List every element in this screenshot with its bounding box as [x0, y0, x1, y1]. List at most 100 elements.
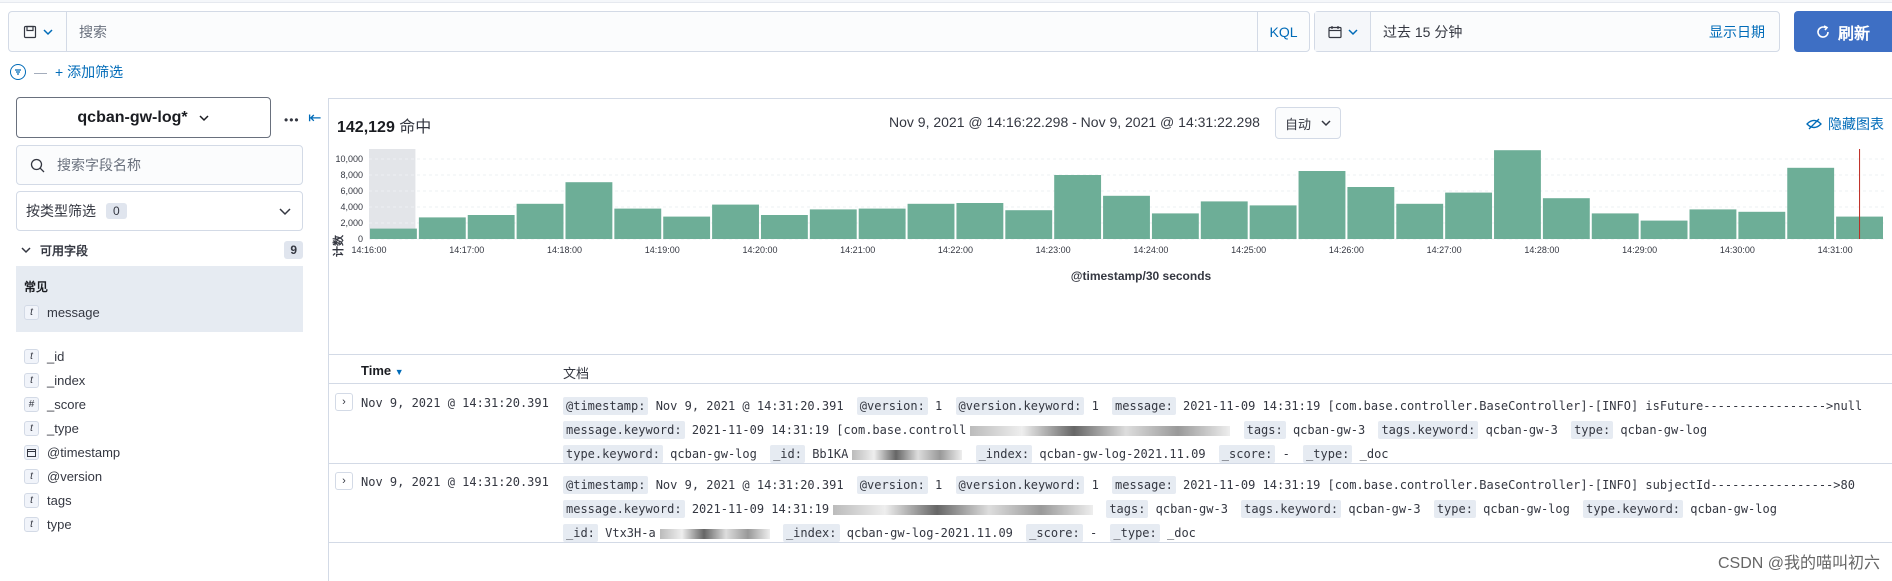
histogram-bar[interactable] [1738, 211, 1786, 239]
x-tick-label: 14:24:00 [1133, 245, 1168, 255]
refresh-button[interactable]: 刷新 [1794, 11, 1892, 52]
histogram-bar[interactable] [1445, 192, 1493, 239]
histogram-bar[interactable] [1396, 203, 1444, 239]
histogram-bar[interactable] [370, 228, 417, 239]
show-dates-link[interactable]: 显示日期 [1709, 23, 1765, 40]
eye-closed-icon [1806, 118, 1822, 130]
histogram-bar[interactable] [1151, 213, 1199, 239]
histogram-bar[interactable] [1298, 171, 1346, 239]
histogram-bar[interactable] [1054, 175, 1102, 239]
watermark: CSDN @我的喵叫初六 [1717, 555, 1880, 572]
histogram-bar[interactable] [1689, 209, 1737, 239]
histogram-bar[interactable] [418, 217, 466, 239]
field-search-input[interactable] [57, 157, 302, 173]
string-type-icon: t [24, 516, 39, 532]
collapse-sidebar-icon[interactable]: ⇤ [308, 110, 322, 127]
search-input[interactable] [67, 12, 1257, 51]
histogram-bar[interactable] [467, 215, 515, 239]
x-tick-label: 14:25:00 [1231, 245, 1266, 255]
doc-field-key: tags.keyword: [1241, 500, 1342, 518]
field-item-version[interactable]: t @version [24, 466, 102, 486]
doc-field-value: qcban-gw-log-2021.11.09 [839, 526, 1013, 540]
time-column-header[interactable]: Time ▼ [361, 363, 404, 378]
histogram-bar[interactable] [1200, 201, 1248, 239]
x-tick-label: 14:26:00 [1329, 245, 1364, 255]
quick-select-button[interactable] [1315, 12, 1371, 51]
hits-label: 命中 [399, 119, 432, 136]
doc-field: type: qcban-gw-log [1571, 421, 1707, 439]
index-pattern-selector[interactable]: qcban-gw-log* [16, 97, 271, 138]
doc-field: @version: 1 [856, 397, 942, 415]
filter-separator: — [34, 64, 47, 80]
row-document: @timestamp: Nov 9, 2021 @ 14:31:20.391 @… [563, 473, 1883, 545]
histogram-bar[interactable] [956, 203, 1004, 239]
doc-field: @timestamp: Nov 9, 2021 @ 14:31:20.391 [563, 476, 844, 494]
doc-field-value: Bb1KA [804, 447, 849, 461]
interval-select[interactable]: 自动 [1275, 107, 1341, 139]
field-item-timestamp[interactable]: @timestamp [24, 442, 120, 462]
histogram-bar[interactable] [1542, 198, 1590, 239]
saved-query-button[interactable] [9, 12, 67, 51]
y-tick-label: 4,000 [340, 202, 363, 212]
field-item-type[interactable]: t type [24, 514, 72, 534]
field-sidebar: qcban-gw-log* ••• ⇤ 按类型筛选 0 可用字段 9 常见 t … [0, 90, 327, 581]
histogram-bar[interactable] [1494, 150, 1541, 239]
field-item-type-underscore[interactable]: t _type [24, 418, 79, 438]
kql-language-button[interactable]: KQL [1257, 12, 1309, 51]
histogram-bar[interactable] [809, 209, 857, 239]
doc-field-key: tags: [1243, 421, 1286, 439]
filter-icon[interactable] [10, 64, 26, 80]
histogram-bar[interactable] [1787, 167, 1835, 239]
add-filter-link[interactable]: + 添加筛选 [55, 64, 124, 80]
expand-row-icon[interactable]: › [335, 472, 353, 490]
string-type-icon: t [24, 468, 39, 484]
histogram-bar[interactable] [1640, 220, 1688, 239]
doc-field-key: message.keyword: [563, 421, 685, 439]
histogram-bar[interactable] [663, 216, 711, 239]
x-tick-label: 14:18:00 [547, 245, 582, 255]
hide-chart-button[interactable]: 隐藏图表 [1806, 114, 1884, 134]
doc-field-key: _type: [1110, 524, 1160, 542]
more-options-icon[interactable]: ••• [284, 113, 300, 127]
expand-row-icon[interactable]: › [335, 393, 353, 411]
field-item-index[interactable]: t _index [24, 370, 85, 390]
doc-field-value: _doc [1352, 447, 1389, 461]
chevron-down-icon [1321, 120, 1331, 127]
histogram-bar[interactable] [1103, 195, 1150, 239]
type-filter-dropdown[interactable]: 按类型筛选 0 [16, 191, 303, 231]
histogram-bar[interactable] [760, 215, 808, 239]
histogram-bar[interactable] [1591, 213, 1639, 239]
doc-field: message: 2021-11-09 14:31:19 [com.base.c… [1112, 476, 1855, 494]
doc-field-key: _id: [563, 524, 598, 542]
doc-field: @version: 1 [856, 476, 942, 494]
doc-field: _score: - [1218, 445, 1290, 463]
available-fields-header[interactable]: 可用字段 9 [16, 238, 303, 262]
histogram-bar[interactable] [614, 208, 662, 239]
histogram-bar[interactable] [1249, 205, 1297, 239]
string-type-icon: t [24, 420, 39, 436]
doc-field-key: @version.keyword: [955, 476, 1085, 494]
date-range-value[interactable]: 过去 15 分钟 [1383, 23, 1463, 40]
table-row: › Nov 9, 2021 @ 14:31:20.391 @timestamp:… [329, 386, 1892, 464]
field-item-message[interactable]: t message [24, 302, 100, 322]
histogram-bar[interactable] [907, 203, 955, 239]
histogram-bar[interactable] [565, 182, 613, 239]
time-range-label: Nov 9, 2021 @ 14:16:22.298 - Nov 9, 2021… [889, 114, 1260, 130]
doc-field: message: 2021-11-09 14:31:19 [com.base.c… [1112, 397, 1862, 415]
doc-field-key: type: [1433, 500, 1476, 518]
histogram-bar[interactable] [712, 204, 759, 239]
field-item-score[interactable]: # _score [24, 394, 86, 414]
field-item-tags[interactable]: t tags [24, 490, 72, 510]
histogram-bar[interactable] [516, 203, 564, 239]
top-bar: KQL 过去 15 分钟 显示日期 刷新 [0, 0, 1892, 60]
histogram-bar[interactable] [1005, 210, 1053, 239]
y-tick-label: 10,000 [335, 154, 363, 164]
histogram-bar[interactable] [858, 208, 906, 239]
x-tick-label: 14:31:00 [1818, 245, 1853, 255]
field-item-id[interactable]: t _id [24, 346, 64, 366]
y-tick-label: 8,000 [340, 170, 363, 180]
y-tick-label: 2,000 [340, 218, 363, 228]
doc-field: _id: Bb1KA [770, 445, 963, 463]
histogram-bar[interactable] [1347, 187, 1395, 239]
row-time: Nov 9, 2021 @ 14:31:20.391 [361, 475, 549, 489]
